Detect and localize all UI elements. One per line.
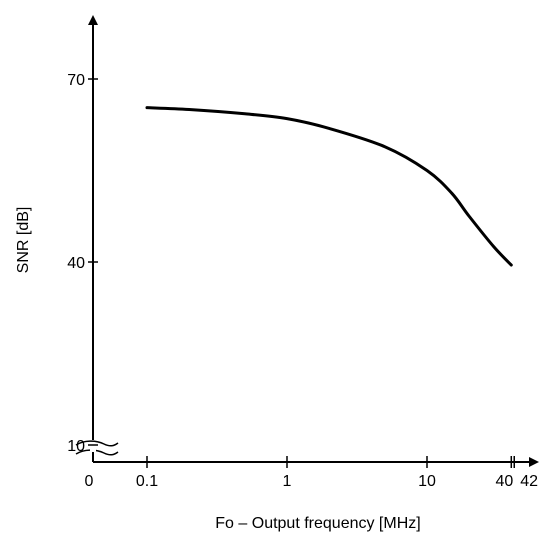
y-ticks: 10 40 70 [67,72,98,455]
x-ticks: 0.1 1 10 40 42 [136,456,538,490]
y-axis-title: SNR [dB] [15,207,32,274]
y-tick-label: 10 [67,438,85,455]
x-tick-label: 10 [418,473,436,490]
x-origin-label: 0 [85,473,94,490]
snr-series-line [145,106,513,267]
x-axis-title: Fo – Output frequency [MHz] [215,515,420,532]
x-tick-label: 40 [495,473,513,490]
axis-break-mark-lower [75,449,119,456]
axis-break-gap [90,445,96,452]
series-layer [145,106,513,267]
y-tick-label: 70 [67,72,85,89]
x-tick-label: 42 [520,473,538,490]
x-tick-label: 1 [283,473,292,490]
y-tick-label: 40 [67,255,85,272]
x-tick-label: 0.1 [136,473,158,490]
axis-break-mark-upper [75,440,119,447]
